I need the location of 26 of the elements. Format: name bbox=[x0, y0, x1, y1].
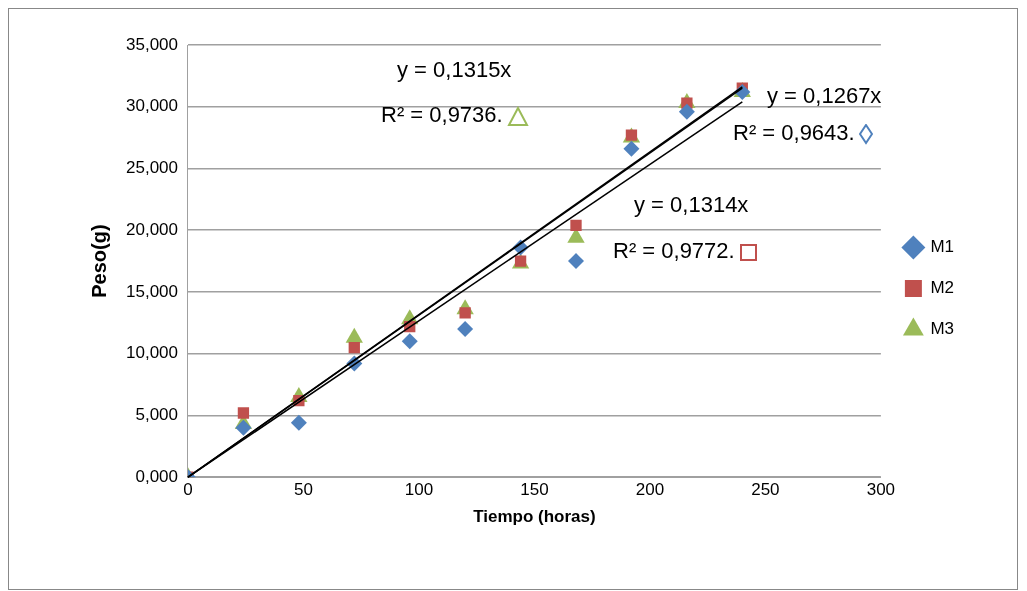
y-axis-title: Peso(g) bbox=[87, 224, 110, 298]
y-tick-label: 10,000 bbox=[126, 343, 178, 363]
x-tick-label: 0 bbox=[183, 480, 193, 500]
x-tick-label: 300 bbox=[866, 480, 896, 500]
annotation: y = 0,1314x bbox=[634, 192, 749, 217]
annotation: y = 0,1267x bbox=[767, 83, 882, 108]
x-axis-title: Tiempo (horas) bbox=[473, 507, 596, 527]
y-tick-label: 20,000 bbox=[126, 219, 178, 239]
y-tick-label: 30,000 bbox=[126, 96, 178, 116]
annotation: y = 0,1315x bbox=[397, 57, 512, 82]
x-tick-label: 150 bbox=[520, 480, 549, 500]
y-tick-label: 35,000 bbox=[126, 34, 178, 54]
annotation: R² = 0,9736. bbox=[381, 102, 503, 127]
legend-label: M2 bbox=[930, 278, 955, 298]
y-tick-label: 15,000 bbox=[126, 281, 178, 301]
legend-label: M3 bbox=[930, 319, 955, 339]
annotation: R² = 0,9643. bbox=[733, 120, 855, 145]
legend-label: M1 bbox=[930, 237, 955, 257]
x-tick-label: 250 bbox=[751, 480, 780, 500]
y-tick-label: 25,000 bbox=[126, 158, 178, 178]
x-tick-label: 50 bbox=[294, 480, 313, 500]
x-tick-label: 100 bbox=[404, 480, 434, 500]
x-tick-label: 200 bbox=[635, 480, 665, 500]
y-tick-label: 5,000 bbox=[135, 405, 178, 425]
annotation: R² = 0,9772. bbox=[613, 238, 735, 263]
y-tick-label: 0,000 bbox=[135, 466, 178, 486]
